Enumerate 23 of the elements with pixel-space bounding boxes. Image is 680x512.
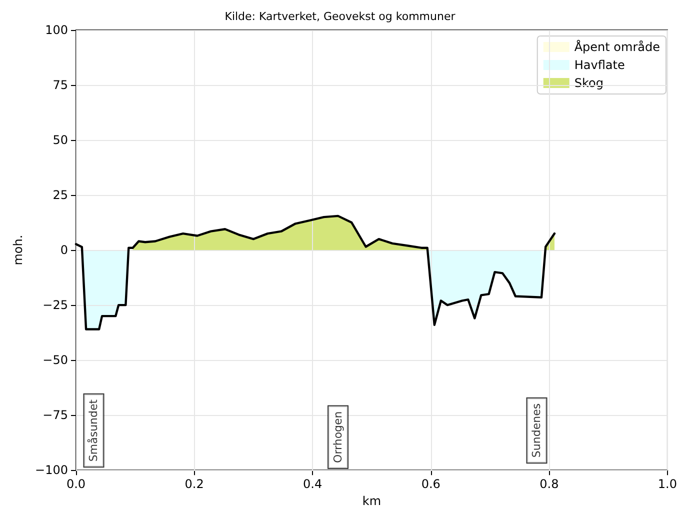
x-tick-label: 0.0 [66,477,86,492]
y-tick-label: −100 [35,463,68,478]
y-tick-label: −25 [42,298,68,312]
y-axis-title: moh. [11,234,26,266]
legend-label: Åpent område [574,39,660,54]
y-tick-label: 100 [45,23,68,37]
annotation: Sundenes [530,403,544,458]
legend-label: Havflate [574,58,625,72]
x-tick-label: 0.8 [540,477,559,492]
x-tick-label: 0.2 [184,477,204,492]
y-tick-label: −75 [42,408,68,422]
y-tick-label: 25 [52,188,68,202]
x-axis-title: km [362,494,382,508]
annotation: Orrhogen [332,411,345,463]
x-tick-label: 0.4 [303,477,322,492]
y-tick-label: 75 [52,78,68,92]
annotation: Småsundet [87,398,100,462]
x-tick-label: 1.0 [658,477,678,492]
y-tick-label: −50 [42,353,68,368]
y-tick-label: 0 [60,243,68,258]
x-tick-label: 0.6 [421,477,440,492]
y-tick-label: 50 [52,133,68,148]
chart-title: Kilde: Kartverket, Geovekst og kommuner [224,10,456,23]
